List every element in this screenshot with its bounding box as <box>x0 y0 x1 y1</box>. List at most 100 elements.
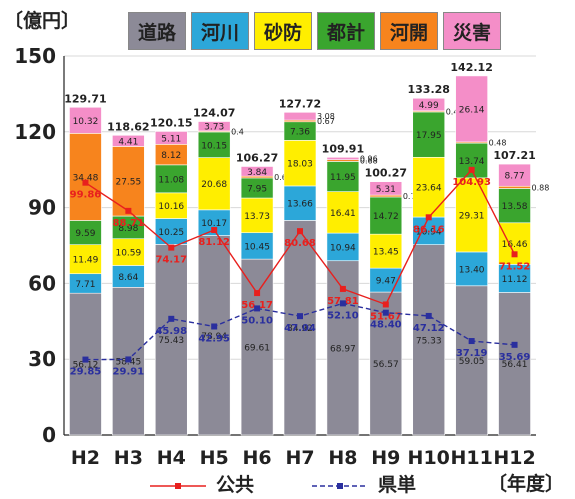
bar-value-label: 3.08 <box>317 112 335 121</box>
bar-segment <box>455 251 488 287</box>
line-point <box>125 207 132 214</box>
bar-segment <box>283 220 317 436</box>
bar-segment <box>197 121 231 132</box>
line-value-label: 99.86 <box>70 190 102 201</box>
x-tick-label: H5 <box>200 447 229 469</box>
bar-segment <box>240 232 274 260</box>
line-point <box>168 244 175 251</box>
legend-label-koukyou: 公共 <box>216 474 255 496</box>
bar-segment <box>283 185 317 221</box>
bar-segment <box>412 97 446 112</box>
bar-value-label: 56.12 <box>73 361 99 371</box>
bar-total-label: 120.15 <box>150 116 192 129</box>
bar-segment <box>498 292 531 436</box>
bar-value-label: 14.72 <box>373 212 399 222</box>
bar-value-label: 8.12 <box>161 151 181 161</box>
x-tick-label: H7 <box>285 447 314 469</box>
bar-total-label: 129.71 <box>64 92 106 105</box>
line-point <box>511 341 518 348</box>
line-point <box>211 227 218 234</box>
bar-value-label: 69.61 <box>244 344 270 354</box>
legend-item-tokei: 都計 <box>317 12 375 50</box>
x-tick-label: H2 <box>71 447 100 469</box>
bar-value-label: 8.77 <box>505 172 525 182</box>
bar-value-label: 10.94 <box>416 227 442 237</box>
x-tick-label: H12 <box>493 447 535 469</box>
bar-segment <box>498 163 531 187</box>
line-value-label: 52.10 <box>327 310 359 321</box>
x-tick-label: H4 <box>157 447 186 469</box>
bar-segment <box>369 291 403 436</box>
line-point <box>254 290 261 297</box>
bar-total-label: 118.62 <box>107 120 149 133</box>
bar-value-label: 7.95 <box>247 184 267 194</box>
line-value-label: 51.67 <box>370 311 402 322</box>
bar-segment <box>326 156 360 161</box>
x-tick-label: H8 <box>328 447 357 469</box>
line-value-label: 37.19 <box>456 348 488 359</box>
y-axis-unit-label: 〔億円〕 <box>4 10 81 32</box>
line-value-label: 29.85 <box>70 367 102 378</box>
line-value-label: 47.12 <box>413 323 445 334</box>
y-tick-label: 60 <box>28 271 56 295</box>
line-point <box>468 338 475 345</box>
bar-segment <box>412 111 446 158</box>
bar-segment <box>283 140 317 187</box>
bar-value-label: 20.68 <box>201 180 227 190</box>
line-point <box>82 356 89 363</box>
line-value-label: 74.17 <box>155 255 187 266</box>
bar-segment <box>369 196 403 235</box>
line-value-label: 50.10 <box>241 315 273 326</box>
bar-total-label: 124.07 <box>193 107 235 120</box>
bar-value-label: 84.92 <box>287 324 313 334</box>
legend-marker-kentan <box>337 483 343 489</box>
bar-value-label: 0.67 <box>317 117 335 126</box>
bar-value-label: 11.49 <box>73 256 99 266</box>
line-point <box>425 214 432 221</box>
bar-segment <box>154 192 188 219</box>
bar-value-label: 13.66 <box>287 200 313 210</box>
y-tick-label: 120 <box>14 120 56 144</box>
bar-value-label: 59.05 <box>459 357 485 367</box>
bar-value-label: 10.15 <box>201 141 227 151</box>
bar-value-label: 16.46 <box>502 240 528 250</box>
legend-label-kentan: 県単 <box>378 474 417 496</box>
bar-value-label: 56.57 <box>373 360 399 370</box>
line-point <box>82 179 89 186</box>
legend-item-kakai: 河開 <box>380 12 438 50</box>
bar-segment <box>240 258 274 436</box>
bar-value-label: 5.31 <box>376 185 396 195</box>
bar-value-label: 10.25 <box>158 228 184 238</box>
bar-value-label: 27.55 <box>115 178 141 188</box>
line-value-label: 47.04 <box>284 323 316 334</box>
line-value-label: 45.98 <box>155 326 187 337</box>
bar-value-label: 18.03 <box>287 160 313 170</box>
bar-segment <box>197 157 231 211</box>
y-tick-label: 150 <box>14 44 56 68</box>
bar-value-label: 68.97 <box>330 344 356 354</box>
bar-value-label: 0.96 <box>360 155 378 164</box>
line-value-label: 42.95 <box>198 333 230 344</box>
bar-value-label: 10.59 <box>115 249 141 259</box>
bar-value-label: 3.84 <box>247 168 267 178</box>
bar-value-label: 29.31 <box>459 211 485 221</box>
bar-value-label: 10.32 <box>73 117 99 127</box>
line-value-label: 71.52 <box>499 261 531 272</box>
bar-value-label: 23.64 <box>416 184 442 194</box>
bar-value-label: 11.95 <box>330 173 356 183</box>
bar-value-label: 4.99 <box>419 101 439 111</box>
bar-value-label: 9.47 <box>376 277 396 287</box>
line-value-label: 86.16 <box>413 224 445 235</box>
bar-value-label: 10.17 <box>201 219 227 229</box>
x-tick-label: H6 <box>243 447 272 469</box>
bar-value-label: 13.45 <box>373 248 399 258</box>
bar-value-label: 10.16 <box>158 202 184 212</box>
bar-segment <box>69 244 102 275</box>
bar-total-label: 107.21 <box>493 149 535 162</box>
bar-value-label: 0.48 <box>489 139 507 148</box>
bar-segment <box>154 244 188 436</box>
y-tick-label: 90 <box>28 196 56 220</box>
bar-value-label: 5.11 <box>161 134 181 144</box>
bar-value-label: 3.73 <box>204 123 224 133</box>
